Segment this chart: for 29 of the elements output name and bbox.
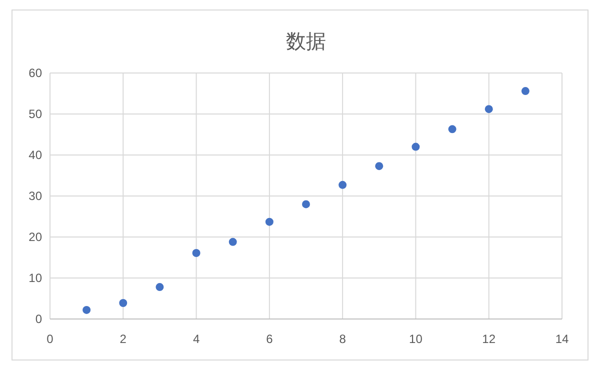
x-tick-label: 10 <box>409 332 423 346</box>
point <box>484 105 493 114</box>
x-tick-label: 2 <box>120 332 127 346</box>
point <box>156 283 164 292</box>
point <box>82 306 91 314</box>
point <box>412 142 420 151</box>
point <box>228 238 237 246</box>
point <box>448 125 456 134</box>
x-tick-label: 12 <box>482 332 496 346</box>
x-tick-label: 8 <box>339 332 346 346</box>
x-tick-label: 0 <box>46 332 54 346</box>
x-tick-label: 14 <box>555 332 569 346</box>
point <box>375 162 384 170</box>
point <box>265 218 274 226</box>
chart-title: 数据 <box>286 31 326 53</box>
y-tick-label: 60 <box>28 66 42 80</box>
y-tick-label: 20 <box>28 230 42 244</box>
y-tick-label: 50 <box>28 107 42 121</box>
x-tick-label: 6 <box>266 332 274 346</box>
y-tick-label: 30 <box>28 189 42 203</box>
x-tick-label: 4 <box>192 332 200 346</box>
point <box>192 248 200 257</box>
y-tick-label: 40 <box>28 148 42 162</box>
point <box>338 180 347 189</box>
y-tick-label: 0 <box>35 312 42 326</box>
point <box>302 200 310 208</box>
y-tick-label: 10 <box>28 271 42 285</box>
point <box>521 87 530 96</box>
point <box>119 299 128 308</box>
